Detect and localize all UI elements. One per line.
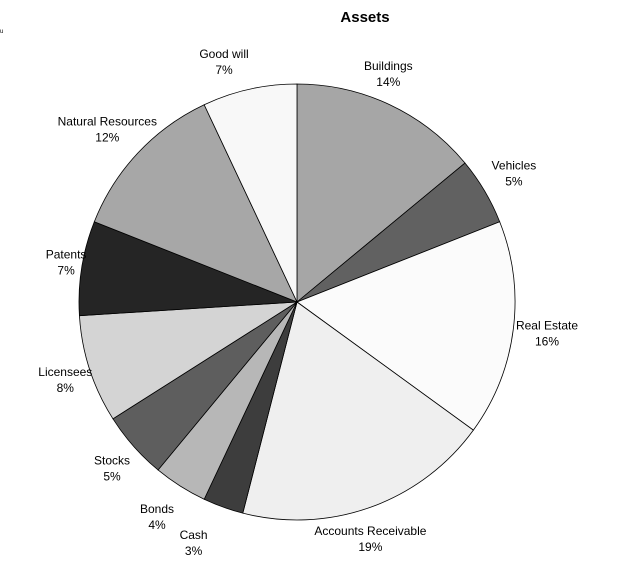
slice-label: Natural Resources xyxy=(58,115,157,129)
slice-percent-label: 4% xyxy=(148,518,166,532)
slice-label: Patents xyxy=(46,248,87,262)
slice-percent-label: 5% xyxy=(505,175,523,189)
pie-slice-natural-resources xyxy=(93,104,298,303)
slice-label: Buildings xyxy=(364,59,413,73)
slice-label: Licensees xyxy=(38,365,92,379)
slice-label: Real Estate xyxy=(516,319,578,333)
slice-labels: Buildings 14% Vehicles 5% Real Estate 16% Acco… xyxy=(38,47,578,558)
slice-percent-label: 8% xyxy=(57,381,75,395)
corner-mark: u xyxy=(0,29,3,35)
chart-title: Assets xyxy=(340,9,389,26)
slice-percent-label: 12% xyxy=(95,131,119,145)
pie-slice-good-will xyxy=(203,83,298,303)
pie-slice-real-estate xyxy=(296,221,516,431)
slice-percent-label: 7% xyxy=(215,63,233,77)
slice-percent-label: 19% xyxy=(358,540,382,554)
slice-label: Accounts Receivable xyxy=(314,524,426,538)
pie-slice-licensees xyxy=(79,301,298,420)
slice-label: Vehicles xyxy=(492,159,537,173)
slice-percent-label: 7% xyxy=(57,264,75,278)
slice-label: Good will xyxy=(199,47,248,61)
slice-label: Bonds xyxy=(140,502,174,516)
slice-percent-label: 3% xyxy=(185,544,203,558)
slice-label: Stocks xyxy=(94,454,130,468)
slice-percent-label: 5% xyxy=(103,470,121,484)
pie-slices xyxy=(78,83,516,521)
pie-slice-buildings xyxy=(296,83,466,303)
pie-slice-accounts-receivable xyxy=(242,301,474,521)
slice-percent-label: 16% xyxy=(535,335,559,349)
slice-label: Cash xyxy=(180,528,208,542)
slice-percent-label: 14% xyxy=(376,75,400,89)
